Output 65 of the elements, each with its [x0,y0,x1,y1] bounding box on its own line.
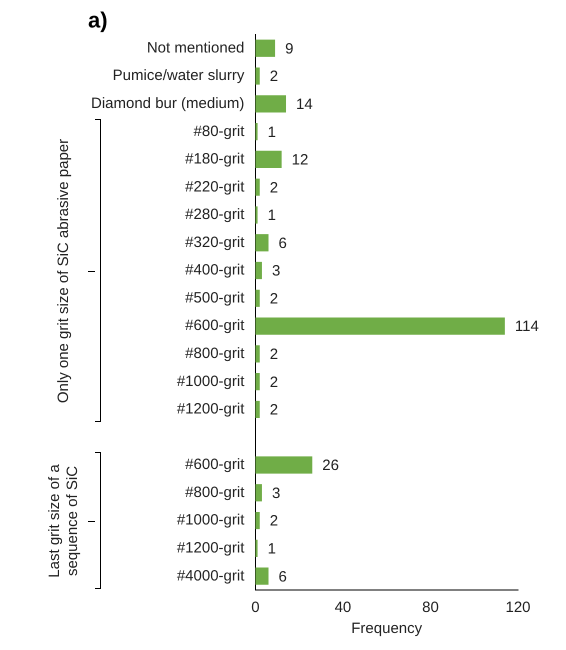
y-tick-label: #280-grit [185,206,246,224]
bar [255,95,286,112]
data-label: 14 [296,96,313,113]
y-tick-label: #4000-grit [176,567,246,584]
data-label: 2 [270,346,278,364]
y-tick-label: #600-grit [185,317,246,334]
data-label: 2 [270,512,278,530]
bar [255,373,260,390]
y-tick-label: #320-grit [185,234,246,251]
bar [255,123,258,140]
data-label: 1 [268,207,276,224]
x-tick-label: 40 [334,599,352,616]
data-label: 2 [270,179,278,196]
data-label: 1 [268,540,276,558]
data-label: 2 [270,68,278,86]
y-tick-label: #1000-grit [176,372,246,390]
data-label: 6 [278,568,287,586]
bar [255,400,260,418]
bar [255,290,260,307]
data-label: 6 [278,234,287,252]
bar [255,234,269,252]
data-label: 114 [514,318,539,336]
data-label: 26 [322,457,339,474]
y-tick-label: #1200-grit [176,400,246,418]
bar [255,540,258,557]
chart-title: a) [88,7,108,32]
bar [255,345,260,362]
y-tick-label: #500-grit [185,289,246,306]
bar [255,512,260,530]
text: Last grit size of a sequence of SiC [46,462,82,580]
y-tick-label: #800-grit [185,345,246,362]
bar [255,67,260,85]
data-label: 1 [268,124,276,141]
bar [255,150,282,168]
bar [255,206,258,224]
bar [255,178,260,196]
y-tick-label: #600-grit [185,456,246,474]
x-tick-label: 120 [505,599,531,616]
data-label: 3 [272,484,280,502]
y-tick-label: #80-grit [194,122,246,140]
x-axis-title: Frequency [351,620,423,638]
data-label: 9 [285,40,294,58]
y-tick-label: #800-grit [185,484,246,501]
y-tick-label: Pumice/water slurry [112,67,245,84]
y-tick-label: Not mentioned [146,39,244,56]
y-tick-label: #400-grit [185,262,246,279]
y-tick-label: Diamond bur (medium) [90,94,244,112]
bar [255,262,262,280]
y-tick-label: #1000-grit [176,512,246,529]
bar [255,568,269,585]
y-tick-label: #220-grit [185,178,246,196]
data-label: 2 [270,374,278,391]
y-tick-label: #180-grit [185,150,246,168]
data-label: 3 [272,262,280,280]
x-tick-label: 80 [422,599,439,616]
y-tick-label: #1200-grit [176,539,246,556]
x-tick-label: 0 [251,599,260,616]
data-label: 2 [270,290,278,308]
data-label: 12 [292,152,308,169]
bar [255,317,505,335]
data-label: 2 [270,402,278,419]
text: Only one grit size of SiC abrasive paper [55,137,73,405]
bar [255,456,312,474]
bar [255,484,262,502]
bar [255,40,276,57]
